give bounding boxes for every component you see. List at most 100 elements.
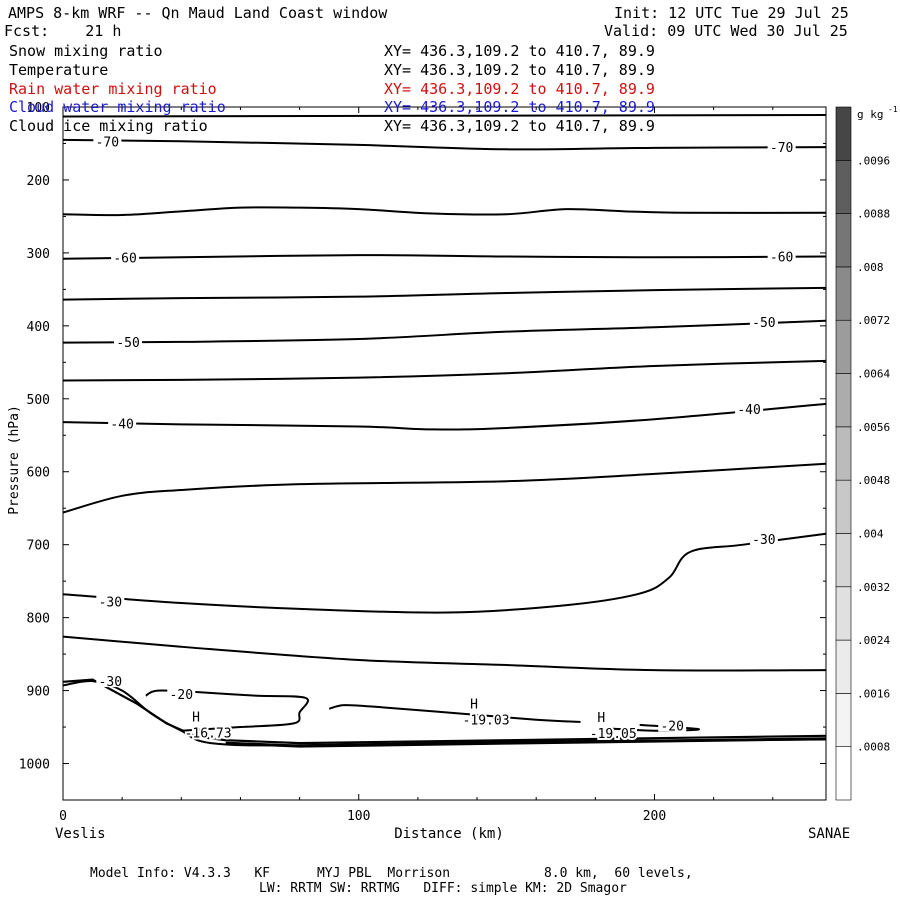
colorbar-level-label: .0048	[857, 474, 890, 487]
contour-label: -60	[770, 251, 793, 266]
contour-label: -30	[752, 533, 775, 548]
colorbar-segment	[835, 746, 852, 801]
contour-label: -30	[99, 596, 122, 611]
contour-label: -50	[116, 336, 139, 351]
colorbar-level-label: .0064	[857, 368, 890, 381]
contour-label-bg	[96, 593, 125, 608]
high-marker: H	[470, 697, 478, 712]
colorbar-level-label: .008	[857, 261, 884, 274]
isotherm-minus75	[62, 114, 827, 118]
legend-item-cloud-ice: Cloud ice mixing ratio	[9, 117, 208, 135]
colorbar-unit: g kg	[857, 108, 884, 121]
y-tick-label: 500	[27, 393, 50, 408]
colorbar-level-label: .0056	[857, 421, 890, 434]
isotherm-minus30	[62, 532, 827, 614]
y-tick-label-clipped: 100	[27, 101, 50, 116]
high-marker-value: -19.03	[463, 713, 510, 728]
colorbar-level-label: .0032	[857, 581, 890, 594]
isotherm-minus55	[62, 286, 827, 301]
legend-xy-cloud-water: XY= 436.3,109.2 to 410.7, 89.9	[384, 98, 655, 116]
legend-xy-rain: XY= 436.3,109.2 to 410.7, 89.9	[384, 80, 655, 98]
colorbar-unit-exponent: -1	[888, 105, 898, 114]
colorbar-segment	[835, 319, 852, 374]
init-time: Init: 12 UTC Tue 29 Jul 25	[614, 4, 849, 22]
contour-label-bg	[96, 673, 125, 688]
colorbar-level-label: .004	[857, 527, 884, 540]
legend-xy-snow: XY= 436.3,109.2 to 410.7, 89.9	[384, 42, 655, 60]
x-end-label-right: SANAE	[808, 826, 850, 842]
colorbar-level-label: .0096	[857, 154, 890, 167]
isotherm-minus40	[62, 402, 827, 431]
contour-label-bg	[111, 249, 140, 264]
x-tick-label: 0	[59, 809, 67, 824]
contour-label-bg	[749, 314, 778, 329]
plot-frame	[62, 106, 827, 801]
contour-label-bg	[767, 248, 796, 263]
contour-label-bg	[167, 686, 196, 701]
isotherm-minus50	[62, 319, 827, 344]
y-tick-label: 900	[27, 685, 50, 700]
legend-item-snow: Snow mixing ratio	[9, 42, 163, 60]
colorbar-segment	[835, 160, 852, 214]
colorbar-level-label: .0024	[857, 634, 890, 647]
y-tick-label: 400	[27, 320, 50, 335]
contour-label-bg	[658, 717, 687, 732]
model-info-line1: Model Info: V4.3.3 KF MYJ PBL Morrison 8…	[90, 866, 693, 881]
legend-xy-cloud-ice: XY= 436.3,109.2 to 410.7, 89.9	[384, 117, 655, 135]
colorbar: .0008 .0016 .0024 .0032 .004 .0048 .0056 .0064.…	[835, 105, 898, 801]
colorbar-level-label: .0008	[857, 741, 890, 754]
legend-item-rain: Rain water mixing ratio	[9, 80, 217, 98]
y-tick-label: 800	[27, 612, 50, 627]
contour-label-bg	[93, 133, 122, 148]
x-axis-title: Distance (km)	[394, 826, 504, 842]
isotherm-minus60	[62, 254, 827, 260]
colorbar-segment	[835, 426, 852, 481]
isotherm-minus65	[62, 206, 827, 217]
colorbar-level-label: .0088	[857, 208, 890, 221]
colorbar-segment	[835, 373, 852, 428]
colorbar-level-label: .0072	[857, 314, 890, 327]
colorbar-segment	[835, 533, 852, 588]
chart-title: AMPS 8-km WRF -- Qn Maud Land Coast wind…	[8, 4, 388, 22]
y-tick-label: 700	[27, 539, 50, 554]
colorbar-level-label: .0016	[857, 687, 890, 700]
extrema-markers: H-16.73H-19.03 H-19.05	[183, 697, 639, 744]
high-marker-value: -16.73	[185, 726, 232, 741]
x-tick-label: 100	[347, 809, 370, 824]
isotherm-minus70	[62, 138, 827, 151]
contour-label-bg	[114, 333, 143, 348]
contour-label: -70	[770, 141, 793, 156]
contour-label-bg	[749, 530, 778, 545]
isotherm-minus35	[62, 462, 827, 514]
contour-label: -40	[737, 403, 760, 418]
isotherm-minus45	[62, 359, 827, 382]
y-tick-label: 300	[27, 247, 50, 262]
model-info-line2: LW: RRTM SW: RRTMG DIFF: simple KM: 2D S…	[259, 881, 627, 896]
contour-labels: -70 -70 -60 -60 -50 -50 -40 -40 -30 -30 -30 -20 -20	[93, 133, 796, 735]
isotherm-minus20	[145, 689, 309, 732]
y-tick-label: 200	[27, 174, 50, 189]
x-tick-label: 200	[643, 809, 666, 824]
forecast-hour: Fcst: 21 h	[4, 22, 122, 40]
plot-area: -70 -70-60 -60-50-50-40-40-30-30-30-20-20 …	[7, 101, 850, 842]
contour-label: -70	[96, 135, 119, 150]
contour-label-bg	[735, 401, 764, 416]
y-tick-label: 1000	[19, 758, 50, 773]
axis-ticks	[62, 107, 826, 801]
colorbar-segment	[835, 213, 852, 268]
isotherm-minus20	[328, 704, 581, 723]
colorbar-segment	[835, 639, 852, 694]
colorbar-segment	[835, 693, 852, 747]
terrain-line	[62, 678, 827, 745]
x-end-label-left: Veslis	[55, 826, 106, 842]
contour-label: -30	[99, 675, 122, 690]
colorbar-segment	[835, 479, 852, 534]
legend-item-temperature: Temperature	[9, 61, 109, 79]
y-axis-title: Pressure (hPa)	[7, 405, 22, 515]
temperature-contours	[62, 114, 827, 748]
contour-label: -50	[752, 316, 775, 331]
contour-label-bg	[767, 139, 796, 154]
colorbar-segment	[835, 266, 852, 321]
contour-label: -20	[170, 688, 193, 703]
high-marker: H	[192, 710, 200, 725]
